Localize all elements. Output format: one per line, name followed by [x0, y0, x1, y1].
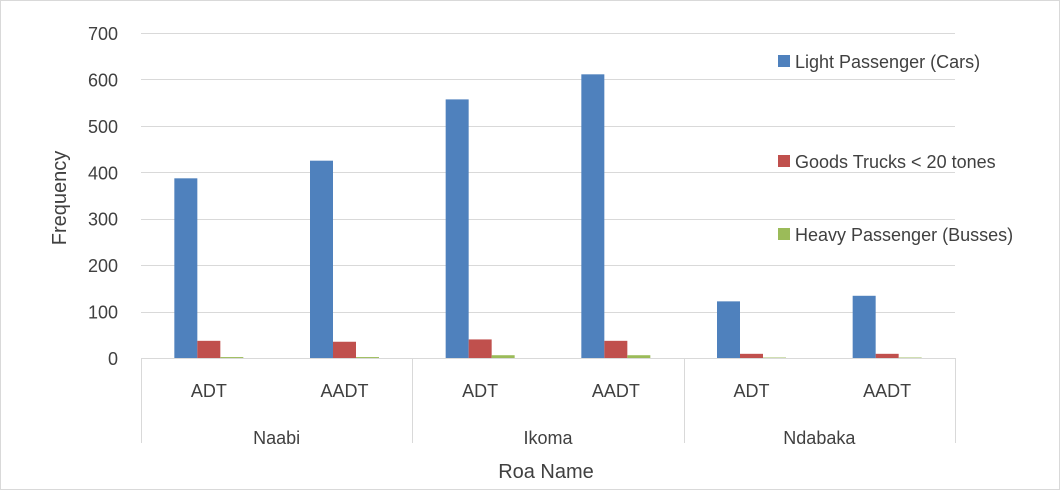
bar: [310, 161, 333, 358]
y-tick-label: 100: [88, 303, 118, 323]
x-tick-label: ADT: [191, 381, 227, 401]
bar: [220, 357, 243, 358]
bar: [717, 301, 740, 358]
bar: [492, 355, 515, 358]
group-label: Naabi: [253, 428, 300, 448]
group-label: Ikoma: [523, 428, 573, 448]
bar: [333, 342, 356, 358]
bar: [197, 341, 220, 358]
y-tick-label: 0: [108, 349, 118, 369]
x-tick-label: AADT: [592, 381, 640, 401]
bar: [627, 355, 650, 358]
y-tick-label: 500: [88, 117, 118, 137]
legend-label: Goods Trucks < 20 tones: [795, 152, 996, 172]
legend-swatch: [778, 155, 790, 167]
bar: [446, 99, 469, 358]
bar: [740, 354, 763, 358]
y-tick-label: 200: [88, 256, 118, 276]
bar: [469, 339, 492, 358]
y-tick-label: 300: [88, 210, 118, 230]
bar: [876, 354, 899, 358]
bar: [356, 357, 379, 358]
bar: [853, 296, 876, 358]
bar: [604, 341, 627, 358]
x-tick-label: AADT: [863, 381, 911, 401]
group-label: Ndabaka: [783, 428, 856, 448]
x-tick-label: AADT: [320, 381, 368, 401]
x-tick-label: ADT: [734, 381, 770, 401]
legend-swatch: [778, 55, 790, 67]
y-tick-label: 400: [88, 163, 118, 183]
bar: [581, 74, 604, 358]
x-axis-title: Roa Name: [498, 461, 594, 483]
y-axis-title: Frequency: [49, 151, 71, 246]
legend-label: Light Passenger (Cars): [795, 52, 980, 72]
legend-swatch: [778, 228, 790, 240]
bar: [174, 178, 197, 358]
y-tick-label: 700: [88, 24, 118, 44]
legend-label: Heavy Passenger (Busses): [795, 225, 1013, 245]
y-tick-label: 600: [88, 70, 118, 90]
x-tick-label: ADT: [462, 381, 498, 401]
